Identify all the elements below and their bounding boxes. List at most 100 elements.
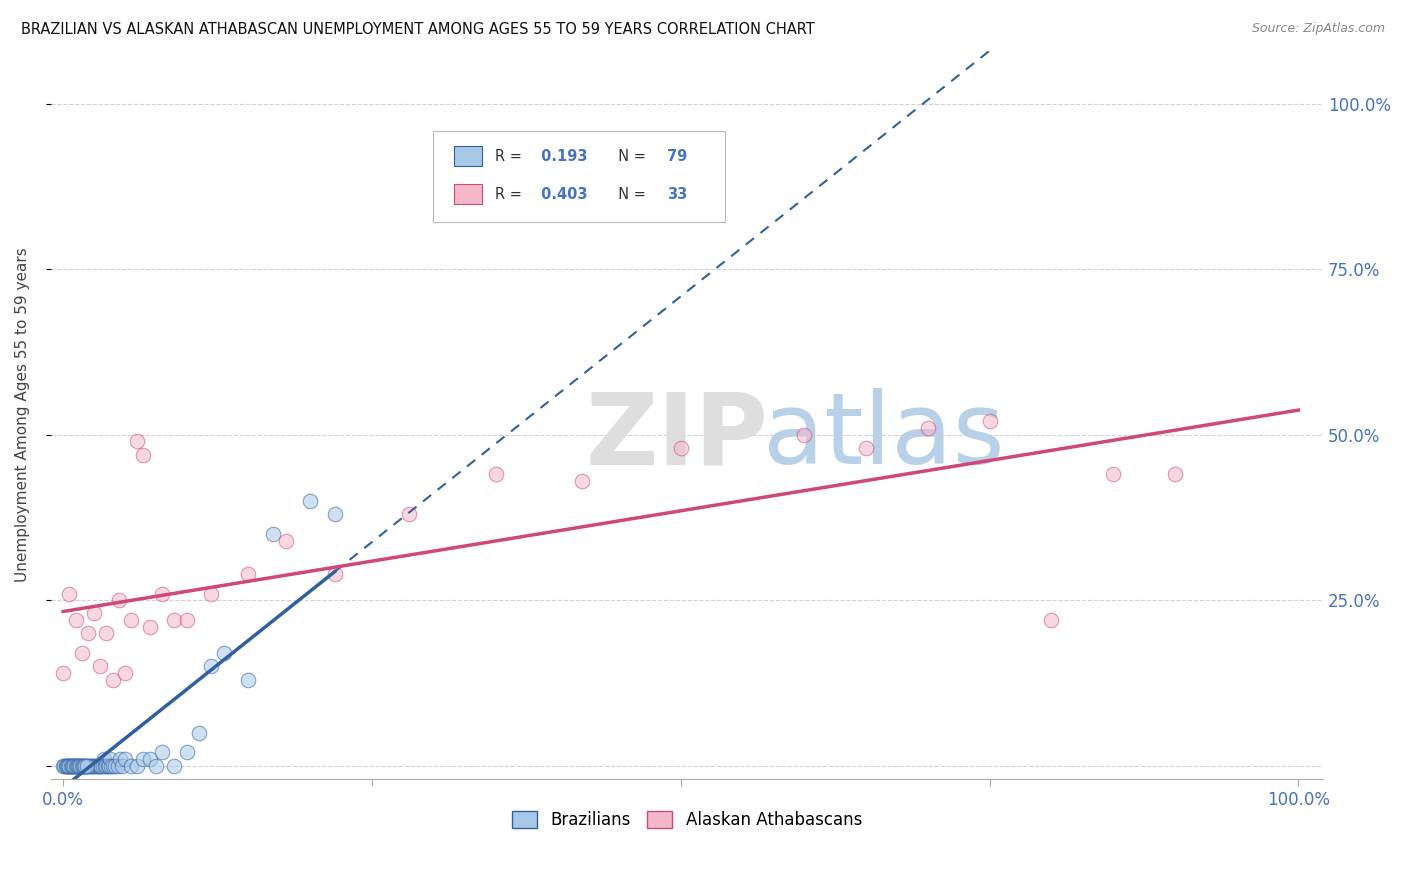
Point [398,507,420,521]
Point [52,665,75,680]
Point [104,758,127,772]
Point [97,758,120,772]
Point [60,758,83,772]
Point [200,586,222,600]
Point [1164,467,1187,482]
Point [212,646,235,660]
Point [66,758,89,772]
Point [917,421,939,435]
Point [120,613,142,627]
Point [200,659,222,673]
Point [58,758,80,772]
Point [176,746,198,760]
Point [114,752,136,766]
Text: 79: 79 [666,149,688,164]
Point [72,758,94,772]
Point [96,626,118,640]
Text: 33: 33 [666,186,688,202]
Text: N =: N = [609,186,651,202]
Text: Source: ZipAtlas.com: Source: ZipAtlas.com [1251,22,1385,36]
Point [66,758,89,772]
Text: atlas: atlas [763,388,1005,485]
Point [59,758,82,772]
Point [70,646,93,660]
Point [138,752,160,766]
Point [120,758,142,772]
Point [82,758,104,772]
Point [571,474,593,488]
Text: 0.193: 0.193 [536,149,588,164]
Point [60,758,83,772]
Point [979,414,1001,428]
Point [150,746,173,760]
Point [97,758,120,772]
Text: R =: R = [495,149,526,164]
Point [100,758,122,772]
Point [323,566,346,581]
Y-axis label: Unemployment Among Ages 55 to 59 years: Unemployment Among Ages 55 to 59 years [15,247,30,582]
Point [101,758,124,772]
Point [238,673,260,687]
Point [58,758,80,772]
Point [62,758,84,772]
Point [56,758,79,772]
Point [53,758,76,772]
Point [83,758,105,772]
Point [176,613,198,627]
Point [669,441,692,455]
Point [77,626,100,640]
Point [150,586,173,600]
Point [127,434,149,449]
Point [66,758,89,772]
Point [67,758,90,772]
Point [67,758,90,772]
Point [69,758,91,772]
Point [238,566,260,581]
Point [83,607,105,621]
Point [89,758,111,772]
Point [108,752,131,766]
Point [107,758,129,772]
Legend: Brazilians, Alaskan Athabascans: Brazilians, Alaskan Athabascans [505,805,869,836]
Point [188,725,211,739]
Point [114,665,136,680]
Point [90,758,112,772]
Point [101,673,124,687]
Point [274,533,297,548]
Point [89,659,111,673]
Point [76,758,98,772]
Point [73,758,96,772]
Point [63,758,86,772]
Point [63,758,86,772]
Point [1040,613,1063,627]
Point [132,752,155,766]
Point [75,758,97,772]
FancyBboxPatch shape [433,131,725,222]
Point [80,758,103,772]
Point [132,448,155,462]
Point [73,758,96,772]
Point [76,758,98,772]
Point [55,758,77,772]
Point [65,758,87,772]
Point [70,758,93,772]
Point [52,758,75,772]
Point [145,758,167,772]
Point [65,758,87,772]
Point [91,758,114,772]
Point [793,427,815,442]
Point [75,758,97,772]
Point [323,507,346,521]
Point [65,613,87,627]
Point [66,758,89,772]
Point [56,758,79,772]
Point [70,758,93,772]
Point [163,758,186,772]
Point [56,758,79,772]
Point [484,467,506,482]
Point [79,758,101,772]
Point [77,758,100,772]
Point [87,758,110,772]
Point [59,758,82,772]
Point [138,620,160,634]
